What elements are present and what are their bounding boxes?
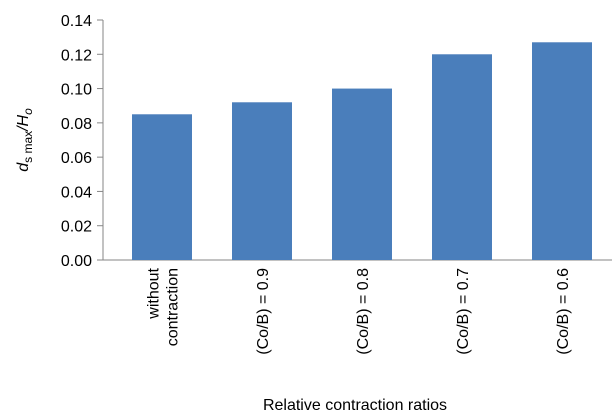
y-tick-label: 0.00 [61,253,92,270]
y-tick-label: 0.08 [61,116,92,133]
y-label-part: s max [21,131,35,163]
x-tick-label-line: (Co/B) = 0.6 [555,268,572,355]
x-tick-label-line: without [146,267,163,319]
y-tick-label: 0.10 [61,82,92,99]
y-tick-label: 0.02 [61,219,92,236]
y-tick-label: 0.04 [61,184,92,201]
x-tick-label-line: contraction [165,268,182,346]
x-tick-label: without contraction [146,267,182,346]
y-tick-label: 0.12 [61,47,92,64]
y-axis-label: ds max/Ho [15,108,35,172]
bar [232,102,292,261]
y-label-part: o [21,108,35,115]
x-tick-label: (Co/B) = 0.9 [255,268,272,355]
bar [532,42,592,261]
x-axis-label: Relative contraction ratios [263,397,447,414]
x-tick-label-line: (Co/B) = 0.8 [355,268,372,355]
bar [332,88,392,260]
y-tick-label: 0.14 [61,13,92,30]
bar [432,54,492,261]
x-tick-label: (Co/B) = 0.8 [355,268,372,355]
y-tick-label: 0.06 [61,150,92,167]
y-label-part: /H [15,114,32,131]
x-tick-label: (Co/B) = 0.7 [455,268,472,355]
y-label-part: d [15,162,32,172]
x-tick-label-line: (Co/B) = 0.7 [455,268,472,355]
x-tick-label-line: (Co/B) = 0.9 [255,268,272,355]
x-tick-label: (Co/B) = 0.6 [555,268,572,355]
bar [132,114,192,261]
